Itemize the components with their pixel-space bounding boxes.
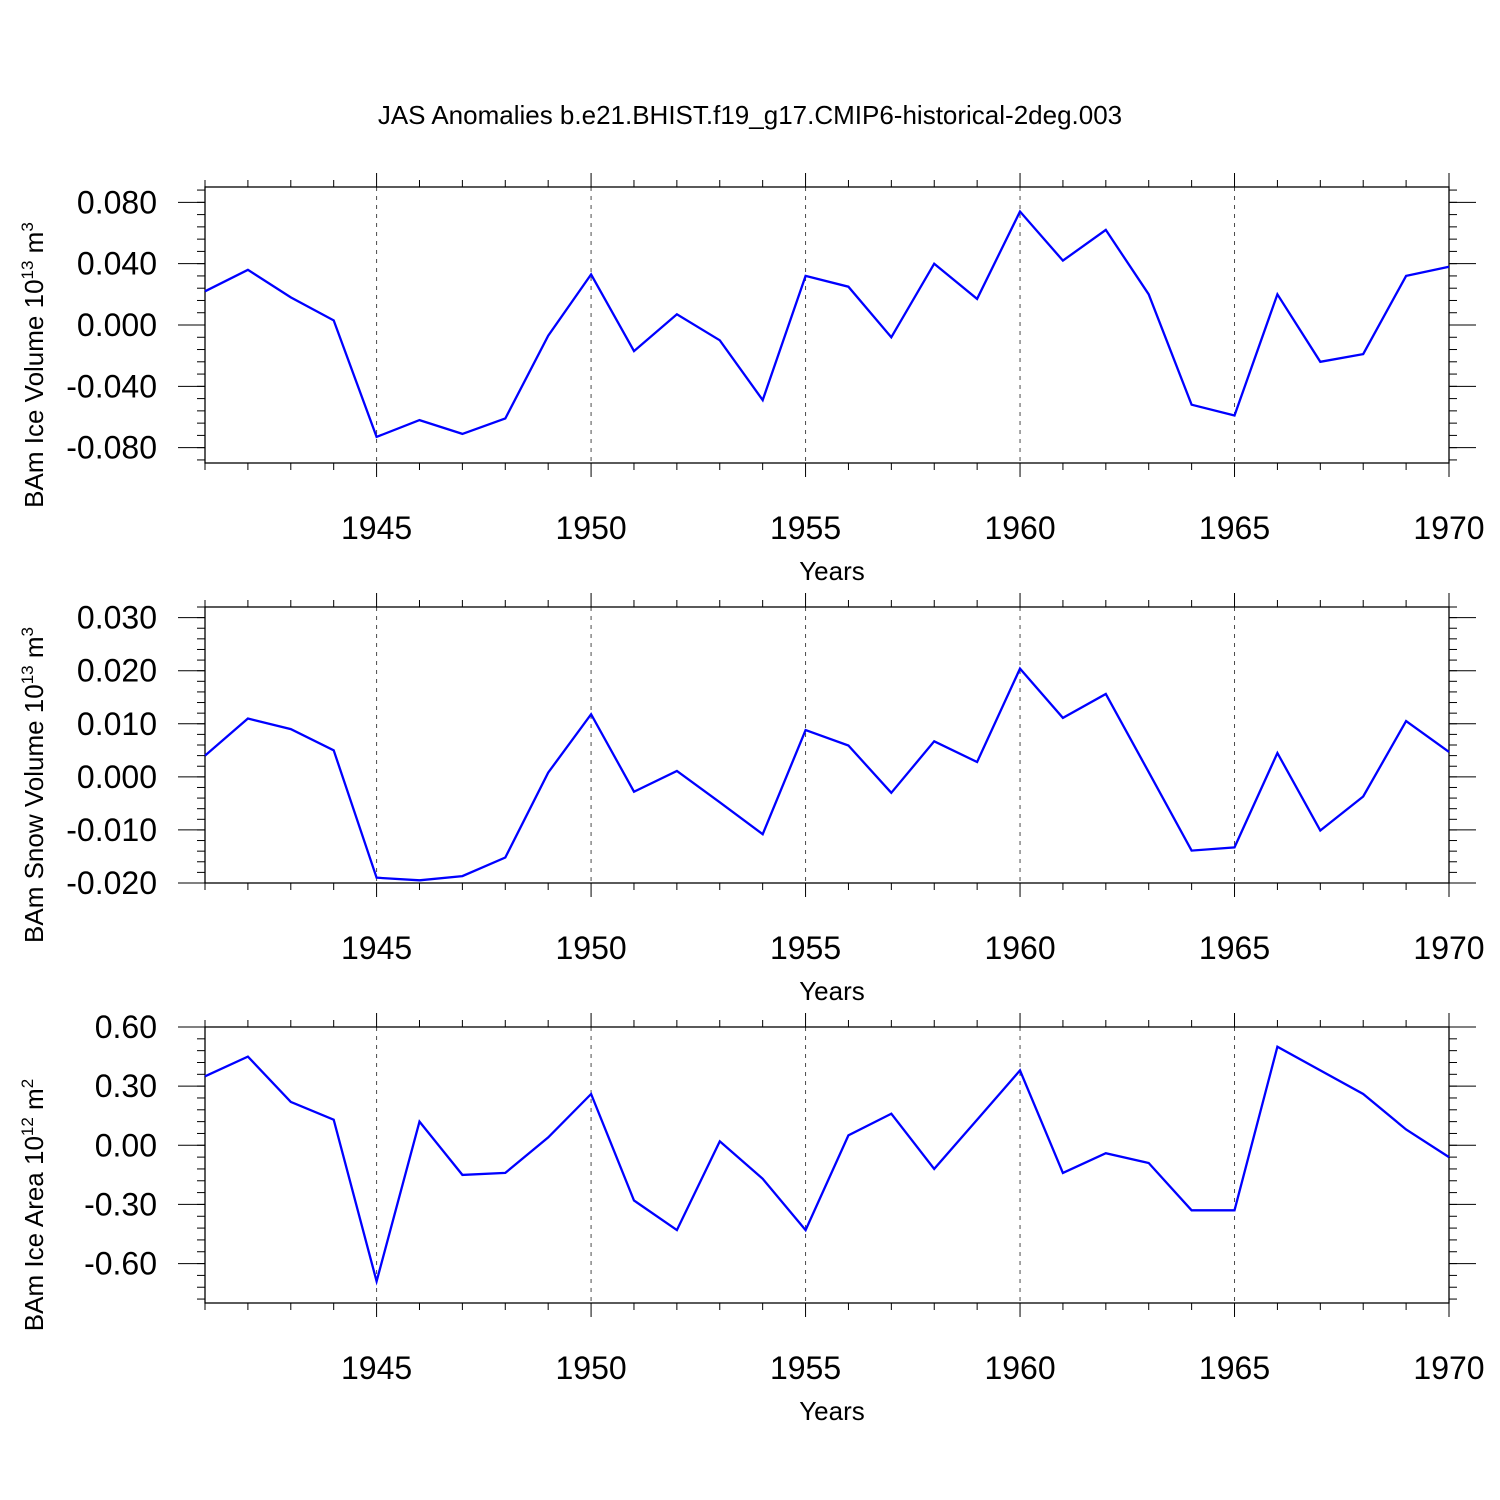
figure-title: JAS Anomalies b.e21.BHIST.f19_g17.CMIP6-… [378,100,1122,130]
y-axis-label: BAm Snow Volume 1013 m3 [18,627,49,943]
x-tick-label: 1970 [1413,930,1484,966]
y-tick-label: 0.010 [77,706,157,742]
x-axis-label: Years [799,1396,865,1426]
x-tick-label: 1945 [341,1350,412,1386]
x-tick-label: 1950 [555,510,626,546]
x-tick-label: 1955 [770,1350,841,1386]
x-axis-label: Years [799,556,865,586]
y-tick-label: -0.040 [66,368,157,404]
y-tick-label: 0.000 [77,759,157,795]
y-tick-label: -0.010 [66,812,157,848]
x-tick-label: 1965 [1199,510,1270,546]
x-tick-label: 1965 [1199,1350,1270,1386]
x-tick-label: 1960 [984,930,1055,966]
y-tick-label: 0.030 [77,600,157,636]
y-axis-label: BAm Ice Volume 1013 m3 [18,222,49,508]
x-tick-label: 1955 [770,510,841,546]
series-line [204,1044,1450,1286]
x-tick-label: 1945 [341,510,412,546]
x-tick-label: 1970 [1413,510,1484,546]
y-tick-label: 0.60 [95,1009,157,1045]
x-tick-label: 1945 [341,930,412,966]
x-tick-label: 1950 [555,930,626,966]
series-line [204,666,1450,882]
chart-panel-1: -0.080 -0.040 0.000 0.040 0.080 1945 1950 1955 1… [18,173,1485,586]
x-tick-label: 1950 [555,1350,626,1386]
x-tick-label: 1960 [984,510,1055,546]
plot-frame [204,606,1450,884]
x-tick-label: 1955 [770,930,841,966]
y-tick-label: -0.080 [66,430,157,466]
y-axis-label: BAm Ice Area 1012 m2 [18,1079,49,1331]
y-tick-label: 0.080 [77,184,157,220]
plot-frame [204,186,1450,464]
series-line [204,209,1450,439]
chart-panel-2: -0.020 -0.010 0.000 0.010 0.020 0.030 1945 1950… [18,593,1485,1006]
plot-frame [204,1026,1450,1304]
y-tick-label: 0.30 [95,1068,157,1104]
y-tick-label: 0.020 [77,653,157,689]
y-tick-label: 0.040 [77,246,157,282]
x-tick-label: 1965 [1199,930,1270,966]
y-tick-label: -0.020 [66,865,157,901]
y-tick-label: 0.000 [77,307,157,343]
x-tick-label: 1960 [984,1350,1055,1386]
y-tick-label: 0.00 [95,1127,157,1163]
chart-panel-3: -0.60 -0.30 0.00 0.30 0.60 1945 1950 1955 1960 19… [18,1009,1485,1426]
x-tick-label: 1970 [1413,1350,1484,1386]
y-tick-label: -0.30 [84,1186,157,1222]
x-axis-label: Years [799,976,865,1006]
y-tick-label: -0.60 [84,1246,157,1282]
